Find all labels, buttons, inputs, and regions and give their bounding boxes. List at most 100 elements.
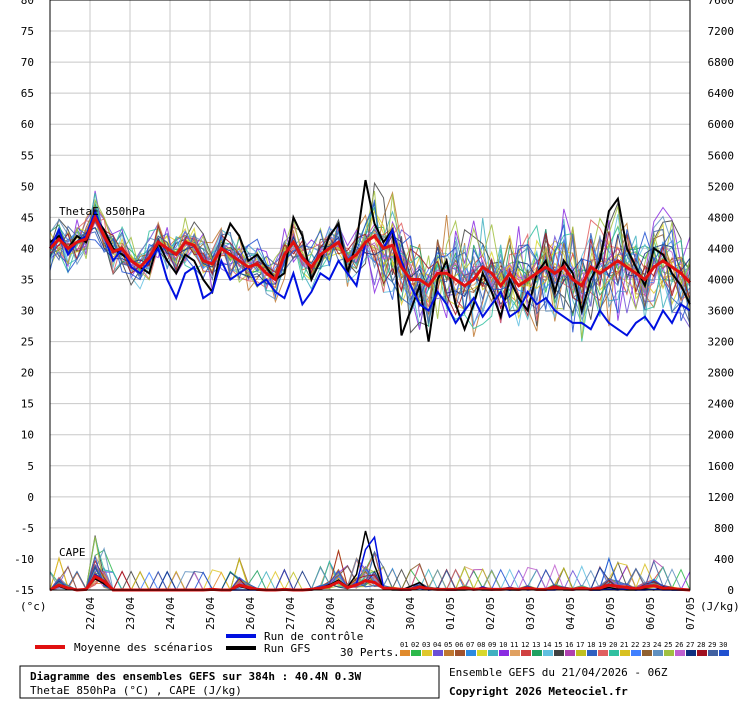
pert-legend-number: 20 [609, 641, 617, 649]
right-tick-label: 2800 [708, 367, 735, 380]
pert-legend-swatch [444, 650, 454, 656]
pert-legend-swatch [543, 650, 553, 656]
footer-subtitle: ThetaE 850hPa (°C) , CAPE (J/kg) [30, 684, 242, 697]
pert-legend-swatch [642, 650, 652, 656]
pert-legend-number: 19 [598, 641, 606, 649]
legend-mean-label: Moyenne des scénarios [74, 641, 213, 654]
pert-legend-swatch [587, 650, 597, 656]
left-tick-label: 20 [21, 367, 34, 380]
pert-legend-swatch [708, 650, 718, 656]
x-tick-label: 25/04 [204, 597, 217, 630]
left-tick-label: 5 [27, 460, 34, 473]
pert-legend-number: 24 [653, 641, 661, 649]
pert-legend-swatch [576, 650, 586, 656]
pert-legend-number: 04 [433, 641, 441, 649]
x-tick-label: 29/04 [364, 597, 377, 630]
pert-legend-swatch [521, 650, 531, 656]
left-tick-label: 15 [21, 398, 34, 411]
right-tick-label: 3600 [708, 305, 735, 318]
left-tick-label: -10 [14, 553, 34, 566]
pert-legend-swatch [631, 650, 641, 656]
right-tick-label: 1200 [708, 491, 735, 504]
pert-legend-number: 29 [708, 641, 716, 649]
right-tick-label: 2000 [708, 429, 735, 442]
right-tick-label: 0 [727, 584, 734, 597]
footer-copyright: Copyright 2026 Meteociel.fr [449, 685, 628, 698]
pert-legend-swatch [510, 650, 520, 656]
pert-legend-number: 06 [455, 641, 463, 649]
left-tick-label: 55 [21, 149, 34, 162]
pert-legend-swatch [620, 650, 630, 656]
left-tick-label: 30 [21, 305, 34, 318]
pert-legend-number: 13 [532, 641, 540, 649]
left-tick-label: 25 [21, 336, 34, 349]
x-tick-label: 03/05 [524, 597, 537, 630]
right-tick-label: 4000 [708, 273, 735, 286]
x-tick-label: 30/04 [404, 597, 417, 630]
pert-legend-number: 17 [576, 641, 584, 649]
right-tick-label: 2400 [708, 398, 735, 411]
pert-legend-swatch [499, 650, 509, 656]
left-tick-label: 50 [21, 180, 34, 193]
pert-legend-swatch [422, 650, 432, 656]
x-tick-label: 22/04 [84, 597, 97, 630]
perturbation-legend: 01 02 03 04 05 06 07 08 09 10 11 12 13 14 15 16 17 18 19 20… [400, 641, 729, 656]
left-tick-label: 10 [21, 429, 34, 442]
pert-legend-swatch [554, 650, 564, 656]
pert-legend-swatch [686, 650, 696, 656]
pert-legend-swatch [609, 650, 619, 656]
pert-legend-swatch [455, 650, 465, 656]
pert-legend-number: 26 [675, 641, 683, 649]
pert-legend-number: 22 [631, 641, 639, 649]
left-tick-label: 0 [27, 491, 34, 504]
x-tick-label: 26/04 [244, 597, 257, 630]
left-tick-label: 65 [21, 87, 34, 100]
pert-legend-number: 05 [444, 641, 452, 649]
pert-legend-number: 28 [697, 641, 705, 649]
right-tick-label: 5200 [708, 180, 735, 193]
right-tick-label: 6400 [708, 87, 735, 100]
thetae-label: ThetaE 850hPa [59, 205, 145, 218]
pert-legend-swatch [675, 650, 685, 656]
left-axis: -15 -10 -5 0 5 10 15 20 25 30 35 40 45 50 55 60 65 70 75 80 [14, 0, 34, 597]
pert-legend-swatch [477, 650, 487, 656]
pert-legend-swatch [411, 650, 421, 656]
pert-legend-swatch [565, 650, 575, 656]
pert-legend-number: 11 [510, 641, 518, 649]
right-tick-label: 1600 [708, 460, 735, 473]
pert-legend-number: 10 [499, 641, 507, 649]
x-tick-label: 05/05 [604, 597, 617, 630]
right-tick-label: 6000 [708, 118, 735, 131]
pert-legend-number: 23 [642, 641, 650, 649]
pert-legend-swatch [598, 650, 608, 656]
left-tick-label: 40 [21, 242, 34, 255]
left-tick-label: 80 [21, 0, 34, 7]
legend-gfs-label: Run GFS [264, 642, 310, 655]
pert-legend-number: 08 [477, 641, 485, 649]
pert-legend-number: 15 [554, 641, 562, 649]
pert-legend-number: 30 [719, 641, 727, 649]
footer-ensemble: Ensemble GEFS du 21/04/2026 - 06Z [449, 666, 668, 679]
x-tick-label: 24/04 [164, 597, 177, 630]
pert-legend-swatch [488, 650, 498, 656]
right-tick-label: 800 [714, 522, 734, 535]
pert-legend-number: 18 [587, 641, 595, 649]
left-tick-label: 45 [21, 211, 34, 224]
x-tick-label: 01/05 [444, 597, 457, 630]
pert-legend-number: 07 [466, 641, 474, 649]
pert-legend-number: 09 [488, 641, 496, 649]
left-unit: (°c) [20, 600, 47, 613]
pert-legend-number: 01 [400, 641, 408, 649]
pert-legend-number: 14 [543, 641, 551, 649]
right-tick-label: 7200 [708, 25, 735, 38]
left-tick-label: 35 [21, 273, 34, 286]
right-tick-label: 7600 [708, 0, 735, 7]
pert-legend-number: 27 [686, 641, 694, 649]
x-tick-label: 02/05 [484, 597, 497, 630]
pert-legend-number: 02 [411, 641, 419, 649]
footer-title: Diagramme des ensembles GEFS sur 384h : … [30, 670, 362, 683]
right-axis: 0 400 800 1200 1600 2000 2400 2800 3200 3600 4000 4… [708, 0, 735, 597]
x-tick-label: 23/04 [124, 597, 137, 630]
right-unit: (J/kg) [700, 600, 740, 613]
